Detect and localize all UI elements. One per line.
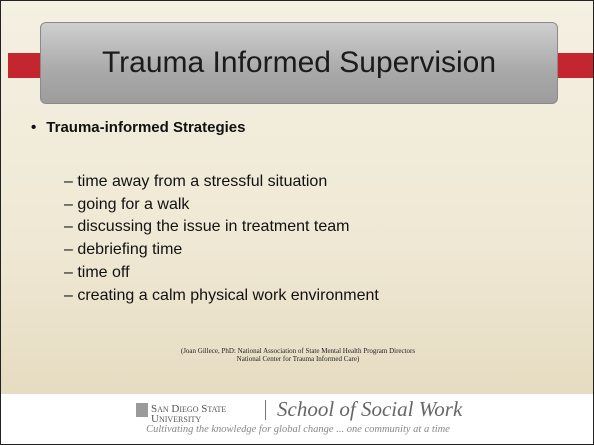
citation-line: National Center for Trauma Informed Care… <box>236 355 360 363</box>
accent-bar <box>8 53 41 78</box>
bullet-item: – time off <box>64 263 130 281</box>
bullet-item: – creating a calm physical work environm… <box>64 286 379 304</box>
university: San Diego State <box>151 403 227 415</box>
tagline: Cultivating the knowledge for global cha… <box>146 424 450 435</box>
logo <box>136 403 148 417</box>
separator <box>265 400 266 420</box>
bullet-heading: Trauma-informed Strategies <box>31 119 245 136</box>
university: University <box>151 413 202 425</box>
accent-bar <box>556 53 593 78</box>
bullet-item: – debriefing time <box>64 241 183 259</box>
bullet-item: – time away from a stressful situation <box>64 173 328 190</box>
citation-line: (Joan Gillece, PhD: National Association… <box>180 347 416 355</box>
bullet-item: – discussing the issue in treatment team <box>64 218 350 236</box>
slide-title: Trauma Informed Supervision <box>40 22 558 104</box>
bullet-item: – going for a walk <box>64 195 190 213</box>
school-name: School of Social Work <box>277 397 463 421</box>
footer: San Diego State University School of Soc… <box>1 394 593 444</box>
